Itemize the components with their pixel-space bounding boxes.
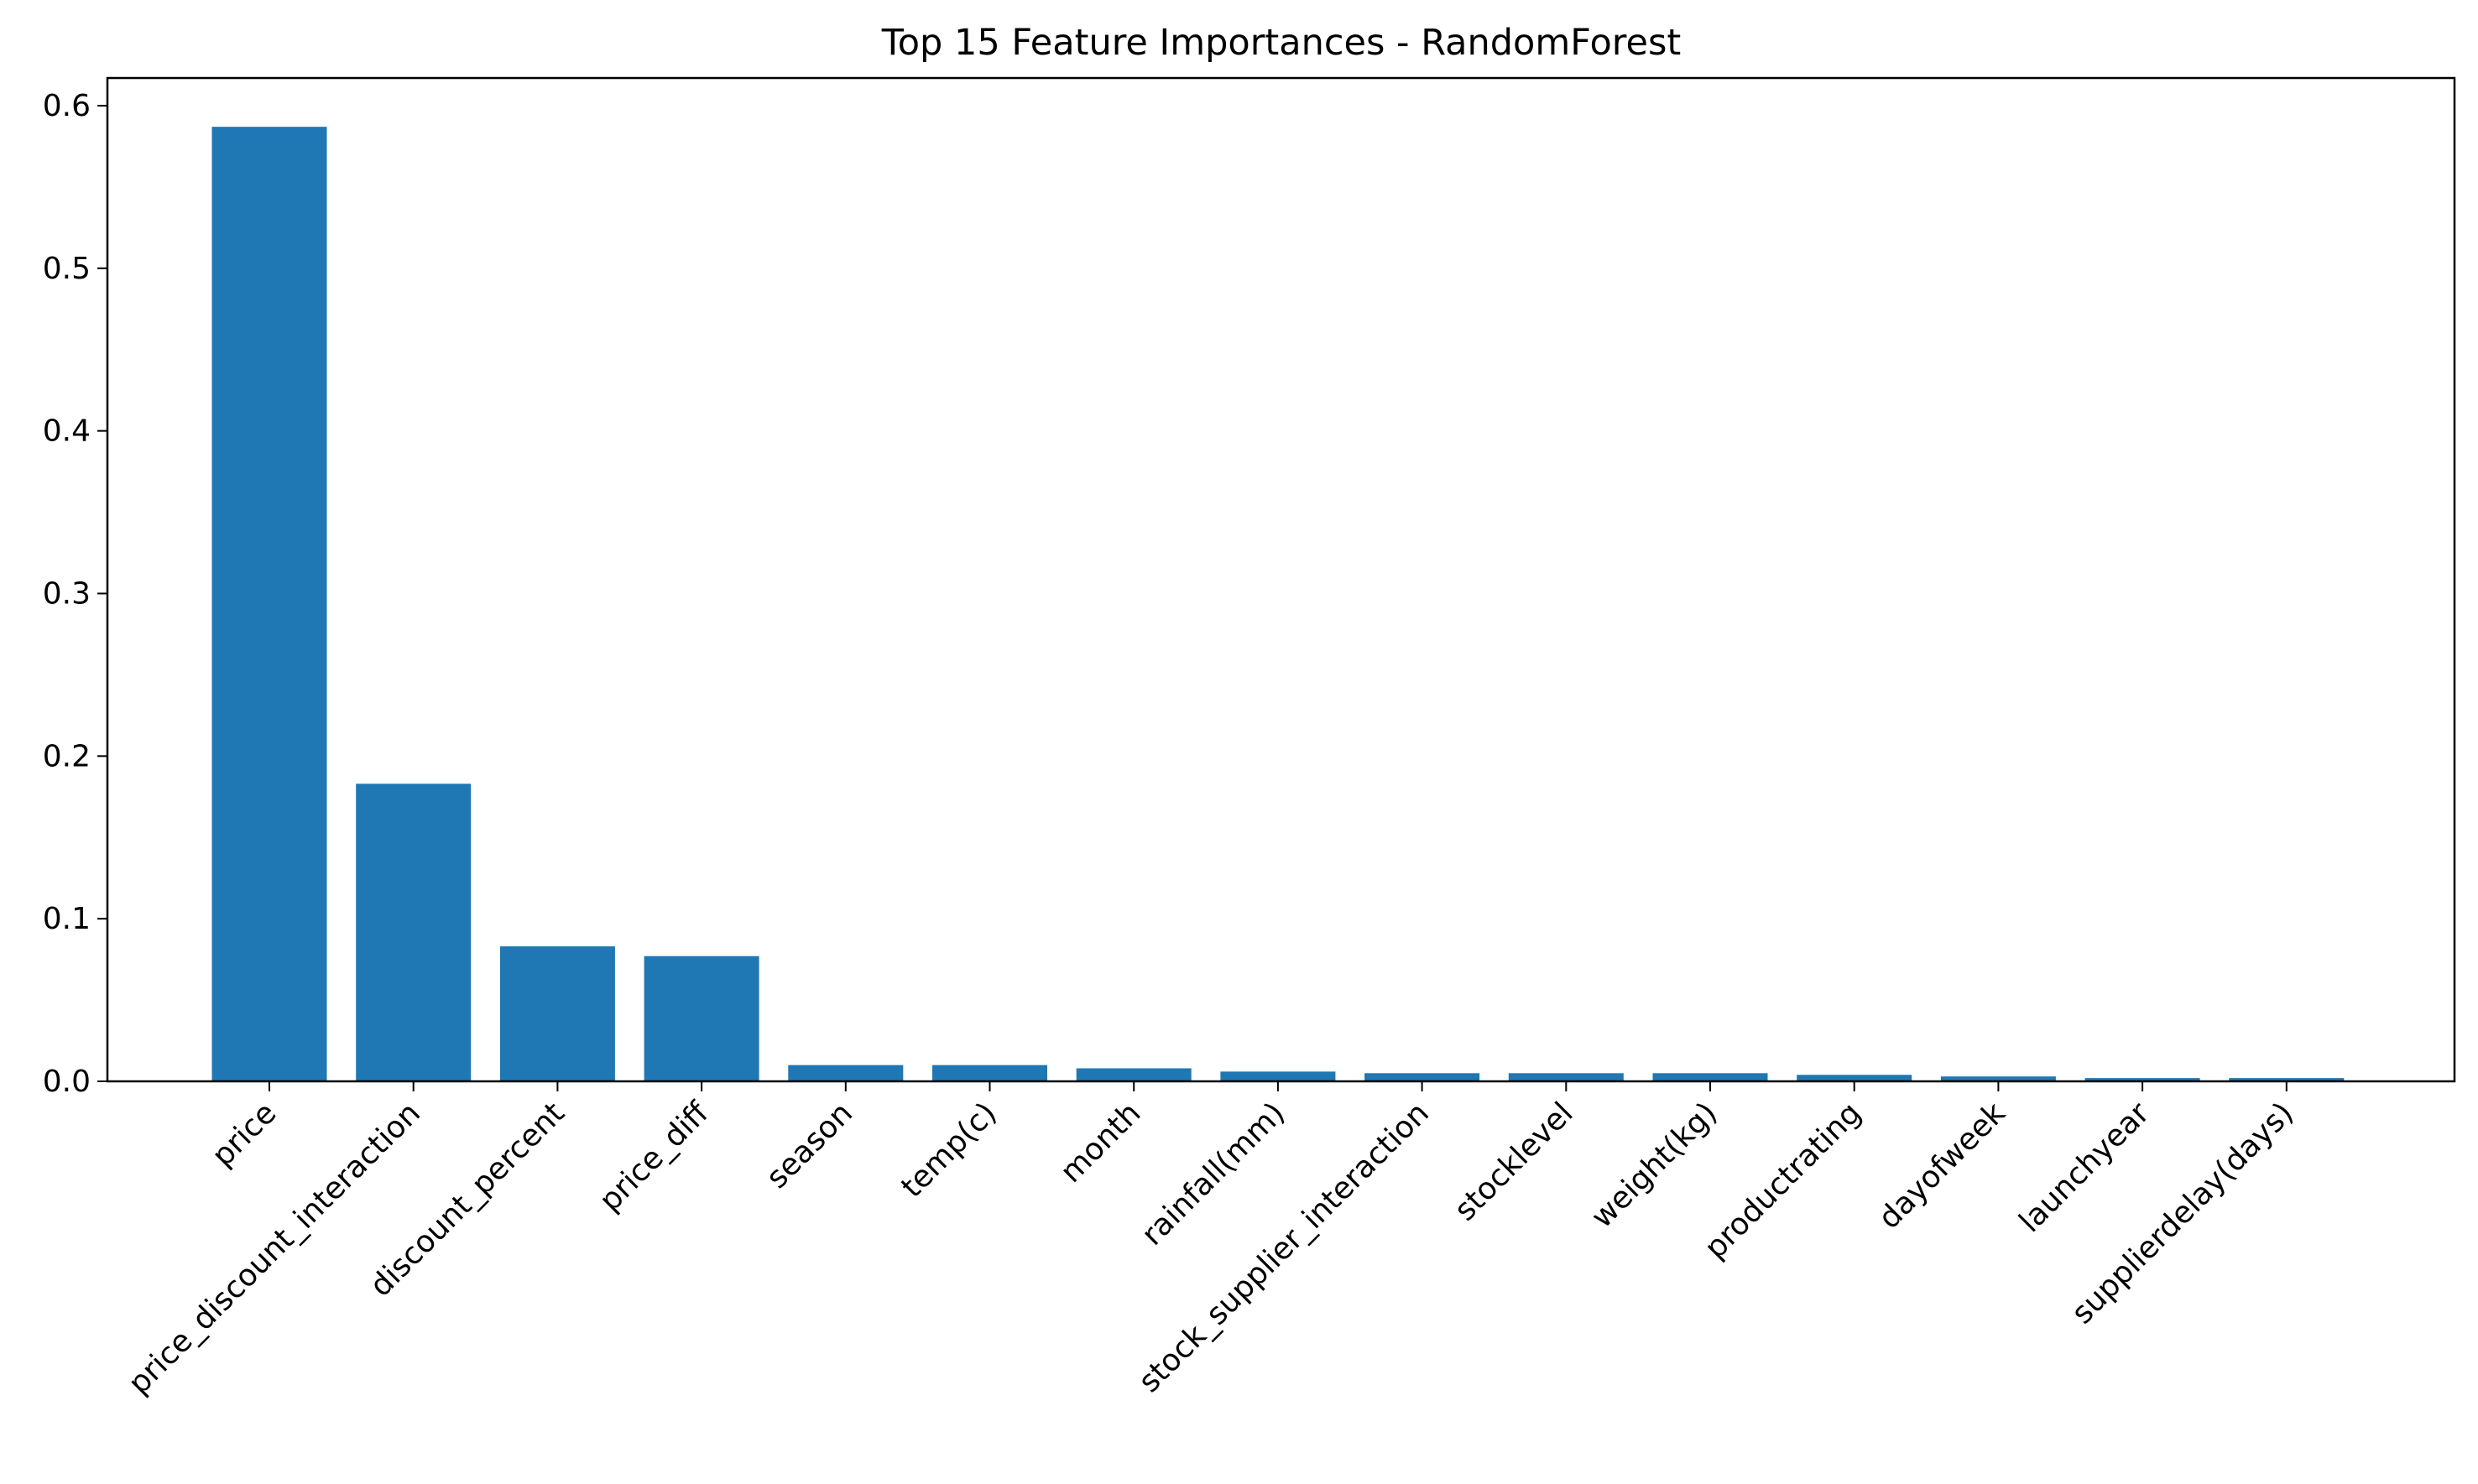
bar-weight-kg- <box>1652 1073 1768 1081</box>
y-tick-label: 0.5 <box>43 252 91 286</box>
y-tick-label: 0.4 <box>43 414 91 449</box>
y-tick-label: 0.3 <box>43 576 91 611</box>
y-tick-label: 0.2 <box>43 739 91 773</box>
bar-price-discount-interaction <box>356 784 472 1081</box>
bars-layer <box>211 127 2345 1081</box>
bar-stocklevel <box>1508 1073 1624 1081</box>
chart-title: Top 15 Feature Importances - RandomFores… <box>881 22 1681 64</box>
plot-frame <box>106 76 2456 1083</box>
bar-productrating <box>1797 1075 1912 1081</box>
y-axis: 0.0 0.1 0.2 0.3 0.4 0.5 0.6 <box>43 89 107 1099</box>
bar-price-diff <box>644 955 759 1081</box>
bar-supplierdelay-days- <box>2229 1078 2345 1081</box>
bar-season <box>788 1065 904 1081</box>
y-tick-label: 0.6 <box>43 89 91 123</box>
bar-month <box>1076 1068 1192 1081</box>
bar-stock-supplier-interaction <box>1364 1073 1480 1081</box>
bar-price <box>211 127 327 1081</box>
bar-launchyear <box>2084 1078 2200 1081</box>
bar-temp-c- <box>932 1065 1047 1081</box>
y-tick-label: 0.1 <box>43 902 91 936</box>
bar-rainfall-mm- <box>1220 1071 1336 1081</box>
y-tick-label: 0.0 <box>43 1065 91 1099</box>
bar-discount-percent <box>499 946 615 1081</box>
bar-dayofweek <box>1940 1076 2056 1081</box>
